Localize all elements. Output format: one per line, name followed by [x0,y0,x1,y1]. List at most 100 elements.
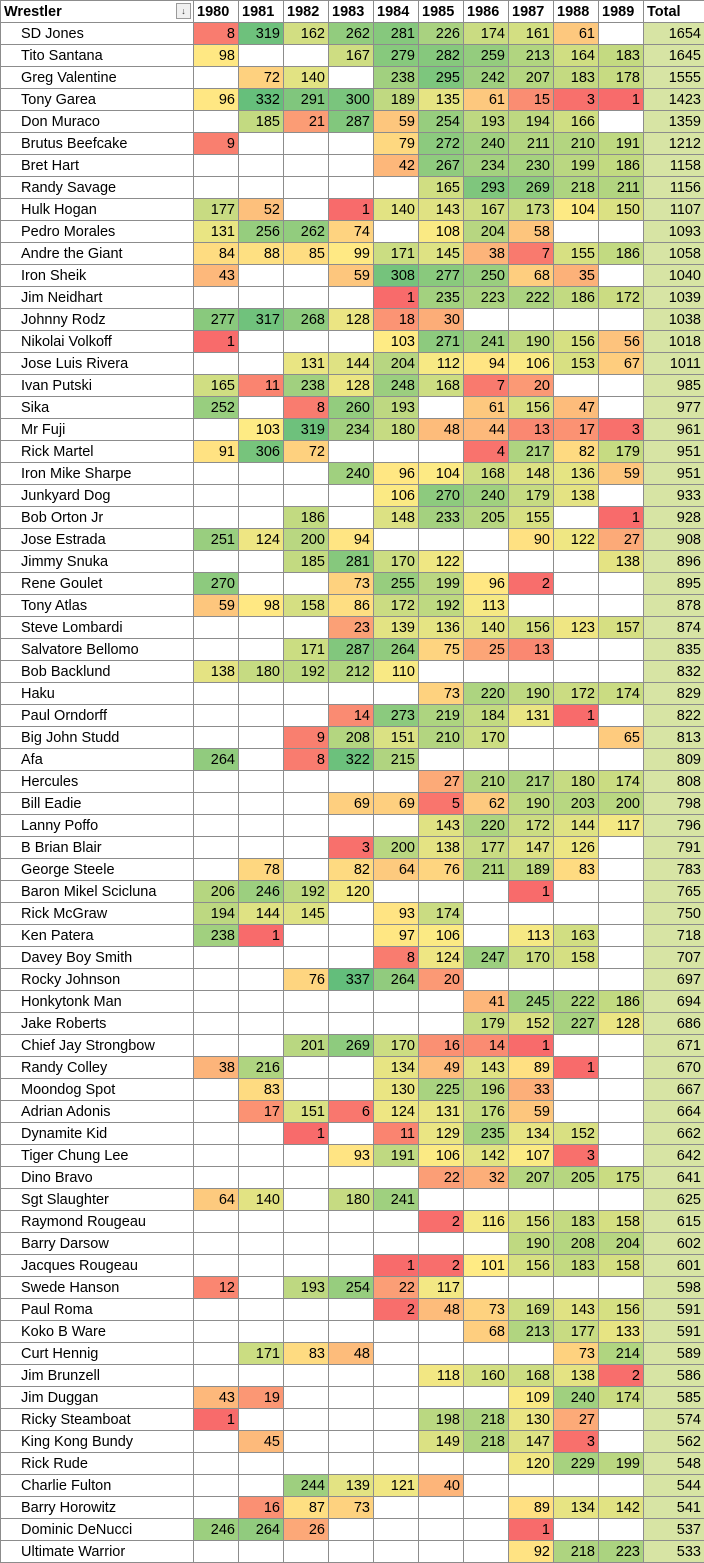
year-value-cell[interactable] [464,661,509,683]
year-value-cell[interactable]: 73 [554,1343,599,1365]
year-value-cell[interactable]: 235 [419,287,464,309]
year-value-cell[interactable]: 11 [374,1123,419,1145]
year-value-cell[interactable]: 240 [464,133,509,155]
year-value-cell[interactable]: 104 [554,199,599,221]
year-value-cell[interactable]: 222 [554,991,599,1013]
year-value-cell[interactable] [599,1409,644,1431]
year-value-cell[interactable]: 12 [194,1277,239,1299]
year-value-cell[interactable]: 59 [374,111,419,133]
year-value-cell[interactable]: 130 [374,1079,419,1101]
year-value-cell[interactable]: 255 [374,573,419,595]
year-value-cell[interactable]: 128 [329,309,374,331]
year-value-cell[interactable]: 15 [509,89,554,111]
year-value-cell[interactable] [284,617,329,639]
total-value-cell[interactable]: 602 [644,1233,704,1255]
wrestler-name-cell[interactable]: Moondog Spot [1,1079,194,1101]
year-value-cell[interactable] [509,903,554,925]
year-value-cell[interactable]: 264 [239,1519,284,1541]
year-value-cell[interactable]: 144 [554,815,599,837]
year-value-cell[interactable]: 4 [464,441,509,463]
year-value-cell[interactable] [194,1101,239,1123]
wrestler-name-cell[interactable]: Ivan Putski [1,375,194,397]
year-value-cell[interactable] [329,1453,374,1475]
year-value-cell[interactable]: 96 [374,463,419,485]
total-value-cell[interactable]: 1645 [644,45,704,67]
year-value-cell[interactable] [194,793,239,815]
year-value-cell[interactable]: 241 [374,1189,419,1211]
year-value-cell[interactable]: 319 [239,23,284,45]
total-value-cell[interactable]: 562 [644,1431,704,1453]
total-value-cell[interactable]: 977 [644,397,704,419]
year-value-cell[interactable]: 78 [239,859,284,881]
year-value-cell[interactable]: 220 [464,815,509,837]
year-value-cell[interactable]: 101 [464,1255,509,1277]
year-value-cell[interactable] [284,837,329,859]
year-value-cell[interactable] [284,1145,329,1167]
year-value-cell[interactable]: 106 [419,925,464,947]
year-value-cell[interactable] [284,947,329,969]
year-value-cell[interactable] [554,639,599,661]
year-value-cell[interactable]: 43 [194,1387,239,1409]
year-value-cell[interactable]: 149 [419,1431,464,1453]
wrestler-name-cell[interactable]: Jake Roberts [1,1013,194,1035]
year-value-cell[interactable]: 2 [419,1211,464,1233]
year-value-cell[interactable]: 113 [464,595,509,617]
year-value-cell[interactable]: 1 [509,1035,554,1057]
year-value-cell[interactable] [329,1387,374,1409]
year-value-cell[interactable]: 254 [329,1277,374,1299]
wrestler-name-cell[interactable]: Curt Hennig [1,1343,194,1365]
total-value-cell[interactable]: 933 [644,485,704,507]
year-value-cell[interactable]: 2 [419,1255,464,1277]
year-value-cell[interactable]: 180 [374,419,419,441]
year-value-cell[interactable]: 174 [419,903,464,925]
year-value-cell[interactable]: 140 [374,199,419,221]
total-value-cell[interactable]: 574 [644,1409,704,1431]
year-value-cell[interactable]: 270 [194,573,239,595]
year-value-cell[interactable] [509,661,554,683]
total-value-cell[interactable]: 667 [644,1079,704,1101]
year-value-cell[interactable] [284,1431,329,1453]
year-value-cell[interactable] [239,1211,284,1233]
total-value-cell[interactable]: 641 [644,1167,704,1189]
year-value-cell[interactable] [419,1519,464,1541]
year-value-cell[interactable]: 83 [239,1079,284,1101]
year-value-cell[interactable] [329,133,374,155]
year-value-cell[interactable] [239,1233,284,1255]
year-value-cell[interactable]: 124 [374,1101,419,1123]
year-value-cell[interactable]: 86 [329,595,374,617]
year-value-cell[interactable] [239,1409,284,1431]
wrestler-name-cell[interactable]: Steve Lombardi [1,617,194,639]
year-value-cell[interactable] [329,947,374,969]
wrestler-name-cell[interactable]: Jim Duggan [1,1387,194,1409]
year-value-cell[interactable] [599,837,644,859]
year-value-cell[interactable] [284,1255,329,1277]
year-value-cell[interactable] [464,1233,509,1255]
year-value-cell[interactable]: 26 [284,1519,329,1541]
year-value-cell[interactable] [239,485,284,507]
wrestler-name-cell[interactable]: Bob Orton Jr [1,507,194,529]
year-value-cell[interactable]: 148 [509,463,554,485]
year-value-cell[interactable] [374,1541,419,1563]
year-value-cell[interactable] [554,375,599,397]
year-value-cell[interactable] [374,1167,419,1189]
year-value-cell[interactable]: 94 [464,353,509,375]
year-value-cell[interactable]: 174 [599,683,644,705]
year-value-cell[interactable] [194,1541,239,1563]
year-value-cell[interactable] [599,749,644,771]
year-value-cell[interactable] [239,1145,284,1167]
year-value-cell[interactable]: 23 [329,617,374,639]
year-value-cell[interactable] [239,617,284,639]
year-value-cell[interactable]: 1 [284,1123,329,1145]
year-value-cell[interactable]: 200 [599,793,644,815]
year-value-cell[interactable] [554,1277,599,1299]
year-value-cell[interactable]: 3 [554,1145,599,1167]
year-header-1986[interactable]: 1986 [464,1,509,23]
total-column-header[interactable]: Total [644,1,704,23]
year-value-cell[interactable]: 148 [374,507,419,529]
wrestler-name-cell[interactable]: Bill Eadie [1,793,194,815]
year-value-cell[interactable]: 194 [509,111,554,133]
year-value-cell[interactable]: 218 [464,1431,509,1453]
total-value-cell[interactable]: 765 [644,881,704,903]
year-value-cell[interactable]: 145 [284,903,329,925]
year-value-cell[interactable] [419,1387,464,1409]
